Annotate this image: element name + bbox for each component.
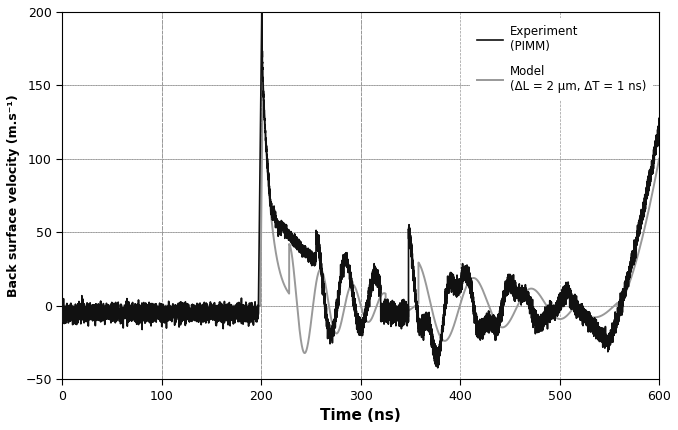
Model
(ΔL = 2 μm, ΔT = 1 ns) — [300, 350, 308, 356]
Model
(ΔL = 2 μm, ΔT = 1 ns) — [655, 156, 663, 161]
Model
(ΔL = 2 μm, ΔT = 1 ns) — [213, 303, 221, 308]
Experiment
(PIMM) — [213, 305, 221, 310]
Line: Experiment
(PIMM): Experiment (PIMM) — [62, 12, 659, 368]
Legend: Experiment
(PIMM), Model
(ΔL = 2 μm, ΔT = 1 ns): Experiment (PIMM), Model (ΔL = 2 μm, ΔT … — [470, 18, 653, 100]
Y-axis label: Back surface velocity (m.s⁻¹): Back surface velocity (m.s⁻¹) — [7, 94, 20, 297]
Model
(ΔL = 2 μm, ΔT = 1 ns) — [421, 279, 429, 284]
Model
(ΔL = 2 μm, ΔT = 1 ns) — [372, 304, 380, 309]
Model
(ΔL = 2 μm, ΔT = 1 ns) — [58, 303, 66, 308]
Experiment
(PIMM) — [89, 311, 98, 316]
Model
(ΔL = 2 μm, ΔT = 1 ns) — [364, 319, 372, 325]
Line: Model
(ΔL = 2 μm, ΔT = 1 ns): Model (ΔL = 2 μm, ΔT = 1 ns) — [62, 78, 659, 353]
Model
(ΔL = 2 μm, ΔT = 1 ns) — [89, 303, 98, 308]
Experiment
(PIMM) — [364, 305, 372, 310]
Model
(ΔL = 2 μm, ΔT = 1 ns) — [259, 75, 267, 80]
Model
(ΔL = 2 μm, ΔT = 1 ns) — [147, 303, 155, 308]
Experiment
(PIMM) — [372, 270, 380, 275]
X-axis label: Time (ns): Time (ns) — [321, 408, 401, 423]
Experiment
(PIMM) — [58, 311, 66, 316]
Experiment
(PIMM) — [258, 9, 266, 15]
Experiment
(PIMM) — [655, 125, 663, 130]
Experiment
(PIMM) — [434, 365, 442, 370]
Experiment
(PIMM) — [147, 306, 155, 311]
Experiment
(PIMM) — [421, 320, 429, 326]
